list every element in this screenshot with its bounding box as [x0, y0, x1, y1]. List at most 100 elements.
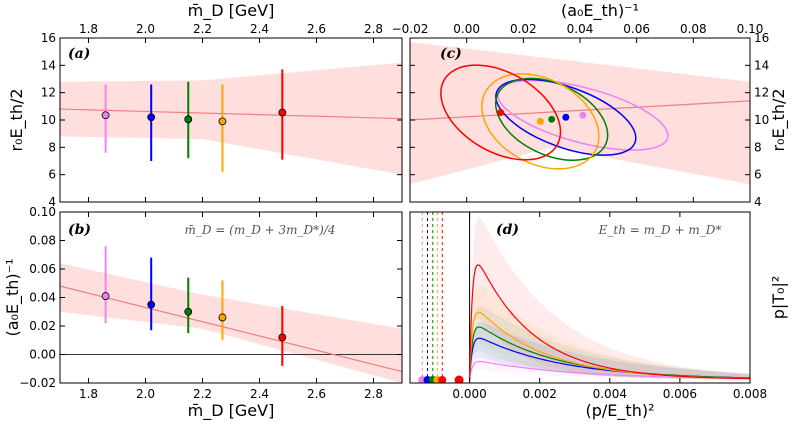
panel-d-ylabel: p|T₀|²: [769, 276, 788, 320]
x-tick-label: 0.04: [567, 22, 594, 36]
x-tick-label: 2.4: [250, 22, 269, 36]
threshold-marker: [454, 375, 464, 383]
data-point: [218, 117, 227, 126]
panel-a-ylabel: r₀E_th/2: [7, 88, 27, 151]
panel-c-ylabel: r₀E_th/2: [769, 88, 789, 151]
x-tick-label: −0.02: [392, 22, 429, 36]
panel-b-xlabel: m̄_D [GeV]: [188, 401, 275, 421]
panel-b-ylabel: (a₀E_th)⁻¹: [3, 258, 23, 336]
x-tick-label: 0.08: [680, 22, 707, 36]
fit-line: [60, 108, 402, 120]
y-tick-label: 6: [48, 168, 56, 182]
panel-b-plot: [60, 246, 402, 383]
x-tick-label: 1.8: [79, 22, 98, 36]
panel-b-tag: (b): [68, 222, 91, 238]
x-tick-label: 2.6: [307, 22, 326, 36]
curve-green: [468, 326, 750, 380]
panel-c-ticks: −0.02 0.00 0.02 0.04 0.06 0.08 0.10 4 6 8 10 12 14 16: [392, 22, 770, 209]
y-tick-label: 8: [754, 140, 762, 154]
y-tick-label: 0.10: [29, 205, 56, 219]
x-tick-label: 0.006: [663, 387, 697, 401]
data-point: [497, 108, 505, 116]
data-point: [548, 115, 556, 123]
x-tick-label: 0.02: [510, 22, 537, 36]
data-point: [562, 113, 570, 121]
data-point: [101, 111, 110, 120]
x-tick-label: 0.008: [733, 387, 767, 401]
panel-a-ticks: 1.8 2.0 2.2 2.4 2.6 2.8 4 6 8 10 12 14 16: [41, 22, 402, 209]
panel-a-xlabel: m̄_D [GeV]: [188, 1, 275, 21]
x-tick-label: 0.00: [453, 22, 480, 36]
x-tick-label: 2.2: [193, 22, 212, 36]
panel-a-tag: (a): [68, 46, 90, 62]
curve-band: [469, 305, 750, 383]
y-tick-label: 0.08: [29, 234, 56, 248]
panel-d-tag: (d): [496, 222, 519, 238]
y-tick-label: 6: [754, 168, 762, 182]
y-tick-label: 16: [754, 31, 769, 45]
data-point: [147, 113, 156, 122]
y-tick-label: 0.06: [29, 262, 56, 276]
panel-d-frame: [409, 211, 751, 384]
y-tick-label: 8: [48, 140, 56, 154]
y-tick-label: 12: [754, 86, 769, 100]
curve-band: [469, 217, 750, 383]
y-tick-label: 0.04: [29, 291, 56, 305]
panel-b-annotation: m̄_D = (m_D + 3m_D*)/4: [184, 223, 335, 237]
x-tick-label: 0.10: [737, 22, 764, 36]
data-point: [278, 333, 287, 342]
panel-b-ticks: 1.8 2.0 2.2 2.4 2.6 2.8 −0.02 0.00 0.02 0.04 0.06 0…: [19, 205, 402, 401]
curve-violet: [468, 360, 750, 380]
y-tick-label: 4: [48, 195, 56, 209]
panel-d-annotation: E_th = m_D + m_D*: [598, 223, 722, 237]
data-point: [579, 111, 587, 119]
x-tick-label: 2.4: [250, 387, 269, 401]
y-tick-label: 0.00: [29, 348, 56, 362]
x-tick-label: 2.8: [364, 22, 383, 36]
y-tick-label: 0.02: [29, 319, 56, 333]
panel-d-ticks: 0.000 0.002 0.004 0.006 0.008: [452, 212, 767, 401]
data-point: [184, 115, 193, 124]
y-tick-label: −0.02: [19, 376, 56, 390]
x-tick-label: 1.8: [79, 387, 98, 401]
panel-a-plot: [60, 62, 402, 175]
y-tick-label: 10: [41, 113, 56, 127]
y-tick-label: 12: [41, 86, 56, 100]
data-point: [147, 300, 156, 309]
fit-line: [410, 100, 750, 121]
fit-band: [60, 62, 402, 175]
panel-d-plot: [418, 212, 750, 383]
y-tick-label: 14: [41, 58, 56, 72]
curve-red: [468, 264, 750, 380]
y-tick-label: 14: [754, 58, 769, 72]
data-point: [278, 108, 287, 117]
error-ellipse: [440, 64, 562, 161]
curve-band: [469, 321, 750, 383]
y-tick-label: 10: [754, 113, 769, 127]
x-tick-label: 0.004: [593, 387, 627, 401]
panel-c-tag: (c): [440, 46, 462, 62]
x-tick-label: 0.06: [623, 22, 650, 36]
y-tick-label: 4: [754, 195, 762, 209]
x-tick-label: 2.0: [136, 387, 155, 401]
x-tick-label: 0.000: [452, 387, 486, 401]
x-tick-label: 2.6: [307, 387, 326, 401]
data-point: [101, 292, 110, 300]
data-point: [218, 313, 227, 322]
data-point: [536, 117, 544, 125]
error-ellipse: [481, 73, 600, 170]
panel-c-xlabel: (a₀E_th)⁻¹: [561, 1, 639, 21]
x-tick-label: 2.8: [364, 387, 383, 401]
x-tick-label: 0.002: [523, 387, 557, 401]
panel-c-plot: [410, 42, 750, 185]
fit-band: [60, 263, 402, 383]
data-point: [184, 307, 193, 316]
x-tick-label: 2.0: [136, 22, 155, 36]
y-tick-label: 16: [41, 31, 56, 45]
panel-d-xlabel: (p/E_th)²: [586, 401, 655, 421]
threshold-marker: [438, 376, 447, 383]
x-tick-label: 2.2: [193, 387, 212, 401]
error-ellipse: [495, 78, 637, 156]
fit-line: [60, 285, 402, 373]
